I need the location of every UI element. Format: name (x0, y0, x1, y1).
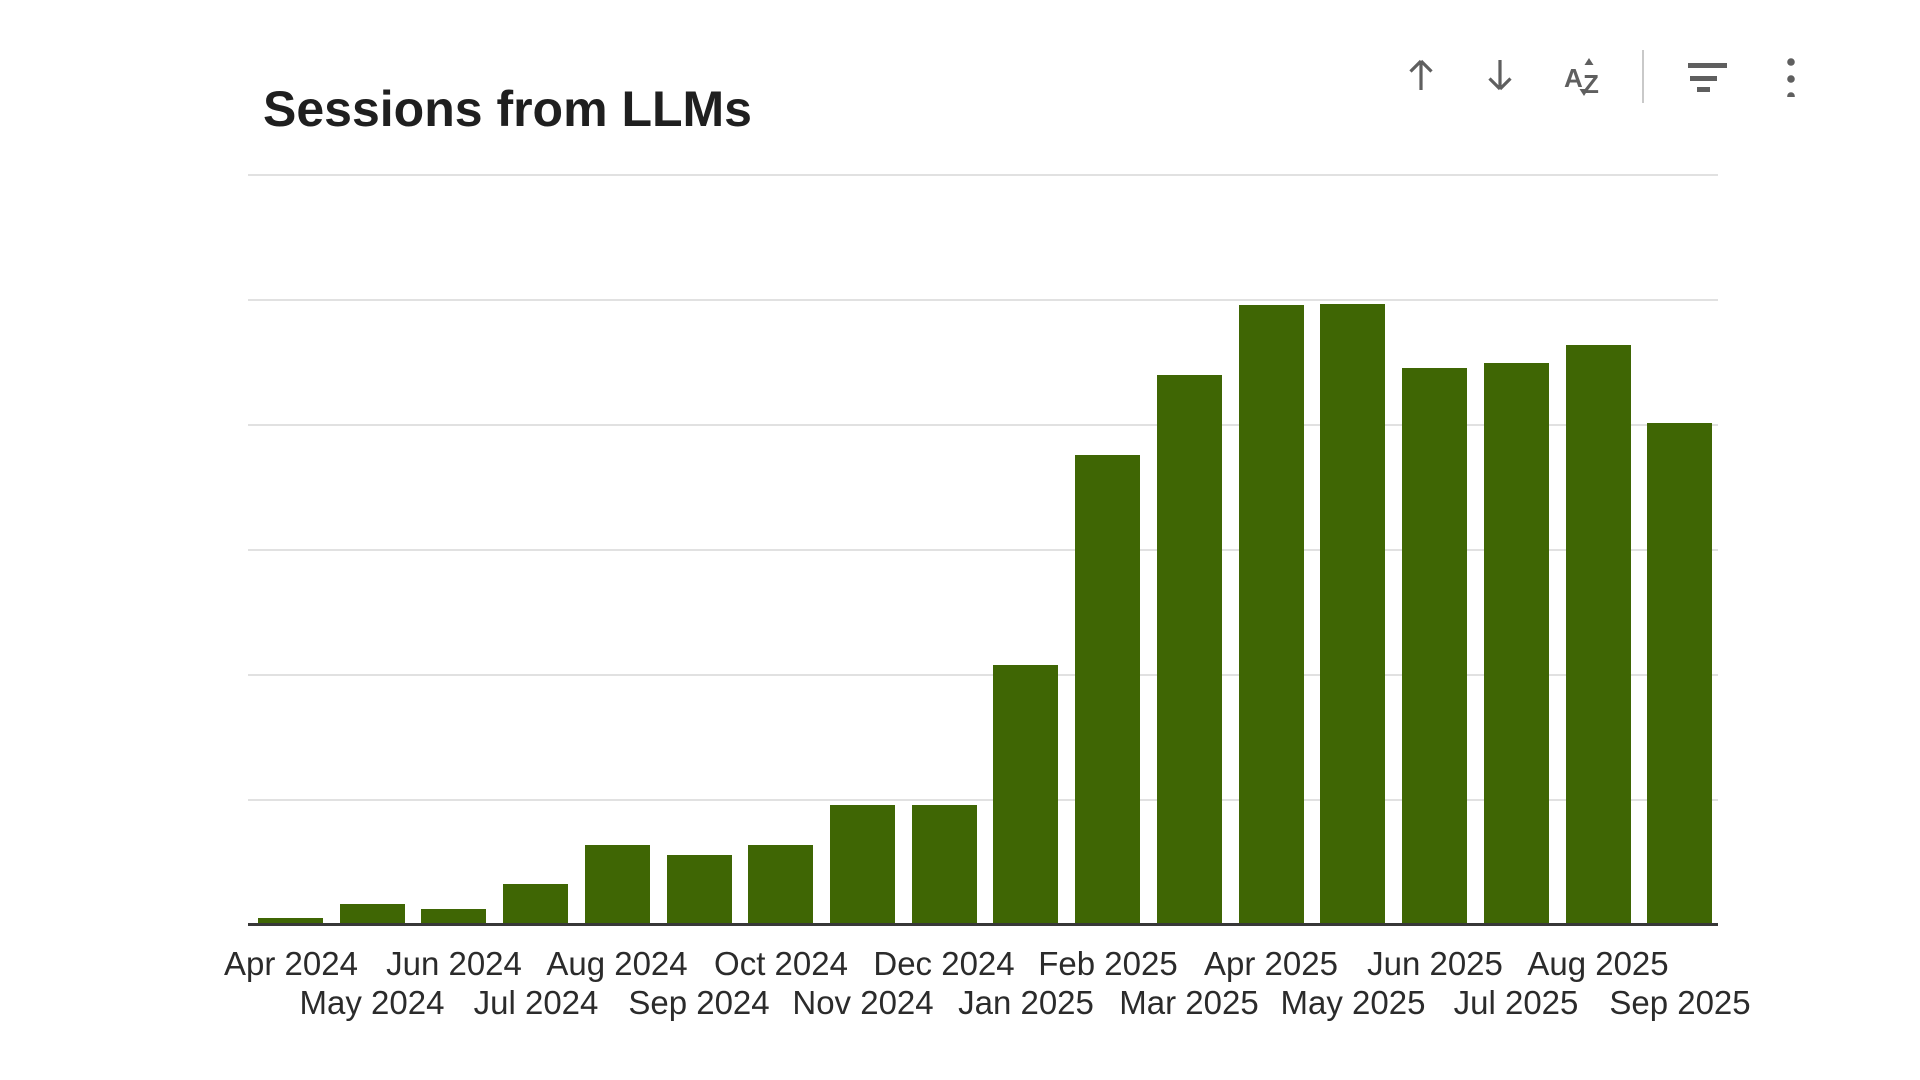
plot-area: Apr 2024 May 2024 Jun 2024 Jul 2024 Aug 2024… (224, 174, 1751, 1021)
x-axis-label: Jun 2024 (386, 945, 522, 982)
toolbar-divider (1642, 50, 1644, 103)
x-axis-label: May 2024 (299, 984, 445, 1021)
gridline (248, 549, 1718, 551)
filter-icon (1685, 53, 1729, 97)
x-axis-label: May 2025 (1280, 984, 1426, 1021)
bar-jul-2025[interactable] (1484, 363, 1549, 923)
sort-descending-icon (1478, 53, 1522, 97)
x-axis-label: Apr 2024 (224, 945, 358, 982)
bar-feb-2025[interactable] (1075, 455, 1140, 923)
bar-jan-2025[interactable] (993, 665, 1058, 923)
filter-button[interactable] (1685, 53, 1729, 97)
x-axis-label: Aug 2025 (1527, 945, 1669, 982)
bar-may-2024[interactable] (340, 904, 405, 923)
sort-axis-button[interactable]: A Z (1562, 53, 1606, 97)
bar-apr-2024[interactable] (258, 918, 323, 923)
bar-oct-2024[interactable] (748, 845, 813, 923)
x-axis-label: Jul 2025 (1453, 984, 1579, 1021)
more-options-icon (1769, 53, 1813, 97)
bar-aug-2025[interactable] (1566, 345, 1631, 923)
x-axis-label: Feb 2025 (1038, 945, 1178, 982)
gridline (248, 674, 1718, 676)
sort-axis-icon: A Z (1562, 53, 1606, 97)
sort-descending-button[interactable] (1478, 53, 1522, 97)
bar-jun-2025[interactable] (1402, 368, 1467, 923)
bar-jun-2024[interactable] (421, 909, 486, 923)
x-axis-label: Jan 2025 (958, 984, 1094, 1021)
x-axis-label: Aug 2024 (546, 945, 688, 982)
bar-mar-2025[interactable] (1157, 375, 1222, 923)
bar-may-2025[interactable] (1320, 304, 1385, 923)
bar-sep-2025[interactable] (1647, 423, 1712, 923)
x-axis-label: Sep 2024 (628, 984, 770, 1021)
x-axis-label: Apr 2025 (1204, 945, 1338, 982)
gridline (248, 299, 1718, 301)
gridline (248, 174, 1718, 176)
bar-sep-2024[interactable] (667, 855, 732, 923)
gridline (248, 799, 1718, 801)
x-axis-label: Jun 2025 (1367, 945, 1503, 982)
x-axis-label: Jul 2024 (473, 984, 599, 1021)
gridline (248, 424, 1718, 426)
bar-dec-2024[interactable] (912, 805, 977, 923)
bar-nov-2024[interactable] (830, 805, 895, 923)
sort-ascending-button[interactable] (1399, 53, 1443, 97)
x-axis-label: Nov 2024 (792, 984, 934, 1021)
x-axis-line (248, 923, 1718, 926)
bar-jul-2024[interactable] (503, 884, 568, 923)
bar-aug-2024[interactable] (585, 845, 650, 923)
chart-title: Sessions from LLMs (263, 81, 752, 137)
svg-text:A: A (1564, 63, 1583, 93)
x-axis-label: Mar 2025 (1119, 984, 1259, 1021)
sort-ascending-icon (1399, 53, 1443, 97)
bar-apr-2025[interactable] (1239, 305, 1304, 923)
more-options-button[interactable] (1769, 53, 1813, 97)
x-axis-label: Oct 2024 (714, 945, 848, 982)
x-axis-label: Sep 2025 (1609, 984, 1751, 1021)
x-axis-label: Dec 2024 (873, 945, 1015, 982)
